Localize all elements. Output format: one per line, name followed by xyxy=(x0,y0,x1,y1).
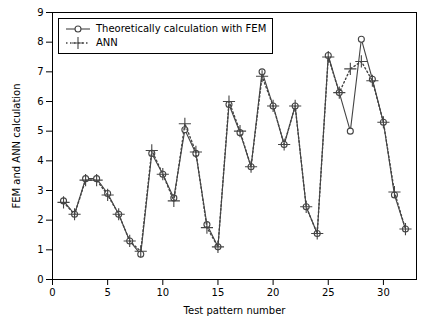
svg-text:10: 10 xyxy=(156,287,169,298)
svg-text:5: 5 xyxy=(37,125,43,136)
svg-text:4: 4 xyxy=(37,155,43,166)
svg-text:9: 9 xyxy=(37,7,43,18)
svg-text:0: 0 xyxy=(37,274,43,285)
html-text:ANN: ANN xyxy=(96,37,118,48)
svg-text:8: 8 xyxy=(37,36,43,47)
svg-text:2: 2 xyxy=(37,214,43,225)
svg-text:3: 3 xyxy=(37,185,43,196)
svg-text:6: 6 xyxy=(37,96,43,107)
svg-text:7: 7 xyxy=(37,66,43,77)
svg-text:15: 15 xyxy=(212,287,225,298)
svg-text:1: 1 xyxy=(37,244,43,255)
svg-text:Test pattern number: Test pattern number xyxy=(183,305,287,316)
svg-text:20: 20 xyxy=(267,287,280,298)
svg-text:30: 30 xyxy=(377,287,390,298)
svg-text:0: 0 xyxy=(49,287,55,298)
svg-text:5: 5 xyxy=(104,287,110,298)
svg-text:FEM and ANN calculation: FEM and ANN calculation xyxy=(11,83,22,208)
html-text:Theoretically calculation with: Theoretically calculation with FEM xyxy=(96,23,267,34)
svg-text:25: 25 xyxy=(322,287,335,298)
